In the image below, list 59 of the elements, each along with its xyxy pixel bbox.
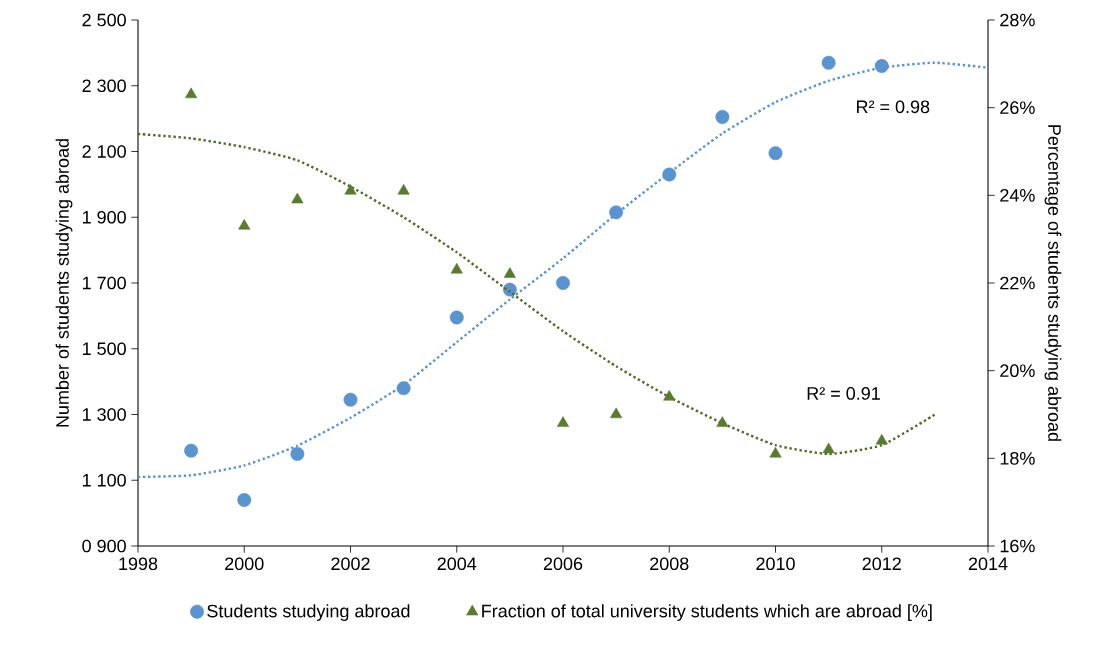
point [662,167,677,182]
line-series [136,132,937,456]
x-tick-label: 2000 [225,557,264,571]
point [396,381,411,396]
y2-tick-label: 24% [1000,189,1035,202]
y2-tick-label: 18% [1000,451,1035,465]
point [769,447,782,458]
x-tick-label: 1998 [119,557,158,571]
y2-tick-label: 20% [1000,364,1035,378]
y2-tick-label: 22% [1000,276,1035,290]
y2-axis-title: Percentage of students studying abroad [1044,125,1062,441]
y-tick-label: 1 100 [82,473,126,487]
point [185,87,198,99]
point [768,146,783,161]
point [184,443,199,458]
point [822,442,835,454]
y-tick-label: 2 100 [82,145,126,158]
y-tick-label: 1 300 [82,408,126,421]
y-tick-label: 1 500 [82,342,126,356]
point [343,392,358,407]
x-tick-label: 2008 [650,557,689,571]
x-tick-label: 2010 [756,557,795,571]
point [449,310,464,325]
y-tick-label: 2 300 [82,79,126,93]
point [874,59,889,73]
point [237,493,252,507]
y2-tick-label: 16% [1000,539,1035,553]
y-tick-label: 1 900 [82,210,126,224]
y2-tick-label: 26% [1000,101,1035,115]
point [556,276,570,290]
point [716,416,729,427]
point [715,110,730,124]
point [821,55,836,70]
legend-label: Students studying abroad [207,604,410,621]
point [556,416,570,427]
point [503,267,516,278]
point [610,407,623,419]
point [663,390,676,401]
point [238,219,251,230]
point [344,184,357,195]
y2-tick-label: 28% [1000,13,1035,27]
x-tick-label: 2014 [968,557,1008,571]
y-tick-label: 2 500 [82,13,126,27]
point [450,262,463,274]
annotation: R² = 0.98 [857,100,930,114]
x-tick-label: 2006 [543,557,583,571]
point [875,433,888,445]
x-tick-label: 2004 [437,557,477,571]
point [397,184,410,195]
legend-label: Fraction of total university students which are abroad [%] [482,604,932,621]
point [291,192,304,204]
point [609,205,624,220]
x-tick-label: 2012 [862,557,901,571]
y-tick-label: 0 900 [82,539,126,553]
point [290,447,305,461]
annotation: R² = 0.91 [807,387,880,400]
x-tick-label: 2002 [331,557,370,571]
y-axis-title: Number of students studying abroad [55,139,73,427]
y-tick-label: 1 700 [82,276,126,290]
